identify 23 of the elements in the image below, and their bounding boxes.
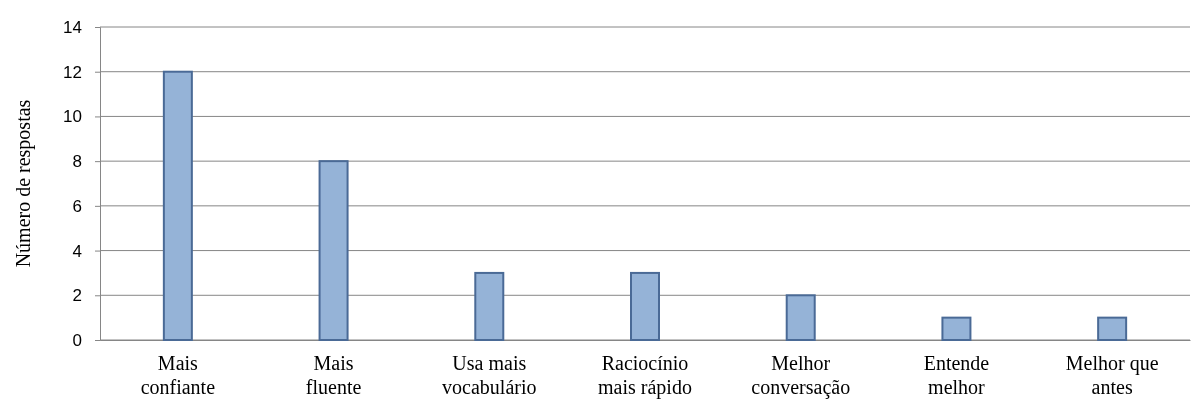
x-tick-label: Mais confiante (140, 352, 216, 398)
y-tick-label: 12 (63, 62, 82, 82)
x-tick-label: Melhor que antes (1065, 352, 1159, 398)
x-tick-label: Entende melhor (923, 352, 990, 398)
y-tick-label: 0 (72, 330, 82, 350)
y-tick-label: 6 (72, 196, 82, 216)
y-tick-label: 10 (63, 107, 82, 127)
y-tick-label: 14 (63, 17, 82, 37)
bar (630, 271, 660, 341)
y-axis-title: Número de respostas (12, 99, 35, 268)
y-tick-label: 4 (72, 241, 82, 261)
bar (318, 160, 349, 341)
bar (162, 70, 193, 341)
y-tick-label: 2 (72, 286, 82, 306)
y-tick-label: 8 (72, 152, 82, 172)
x-tick-label: Usa mais vocabulário (442, 352, 537, 398)
bar (785, 294, 816, 341)
x-tick-label: Raciocínio mais rápido (598, 352, 692, 399)
bar (474, 271, 505, 341)
x-tick-label: Mais fluente (305, 352, 362, 398)
x-tick-label: Melhor conversação (751, 352, 851, 399)
bar (941, 316, 972, 341)
bar (1097, 316, 1128, 341)
